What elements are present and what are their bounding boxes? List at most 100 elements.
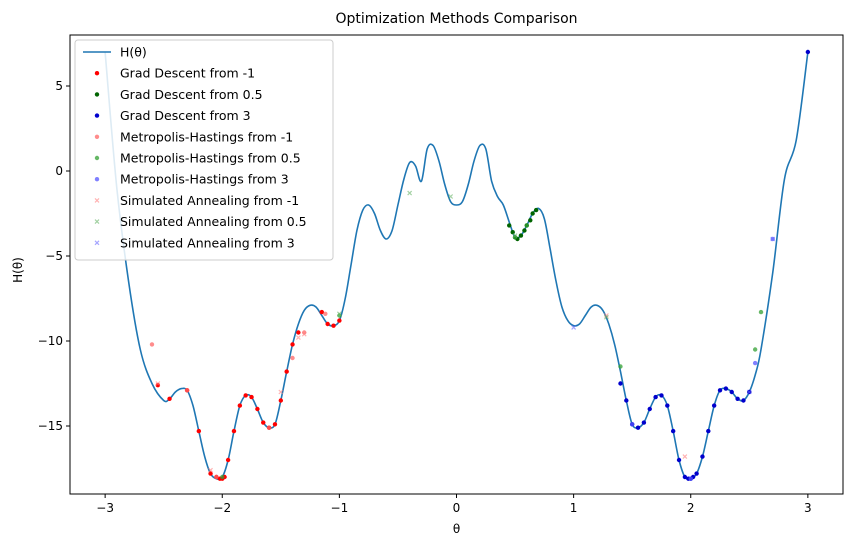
data-point [337, 318, 342, 323]
legend-label: Simulated Annealing from -1 [120, 193, 299, 208]
data-point [805, 49, 811, 55]
legend-swatch [94, 113, 100, 118]
y-tick-label: −10 [38, 334, 63, 348]
x-tick-label: −3 [96, 501, 114, 515]
data-point [507, 223, 512, 228]
x-tick-label: 0 [453, 501, 461, 515]
data-point [522, 228, 527, 233]
data-point [231, 428, 237, 434]
data-point [528, 218, 533, 223]
data-point [711, 403, 717, 408]
data-point [336, 311, 342, 317]
legend-label: H(θ) [120, 45, 147, 60]
legend-swatch [94, 155, 100, 161]
data-point [624, 398, 629, 403]
y-tick-label: 0 [55, 164, 63, 178]
data-point [746, 389, 752, 395]
data-point [249, 394, 254, 400]
y-axis: 5 0 −5 −10 −15 [38, 79, 70, 433]
data-point [295, 335, 301, 341]
x-tick-label: 2 [687, 501, 695, 515]
data-point [331, 323, 336, 328]
data-point [407, 190, 413, 196]
y-axis-label: H(θ) [11, 257, 25, 283]
data-point [676, 457, 682, 463]
x-tick-label: −1 [331, 501, 349, 515]
data-point [682, 454, 688, 460]
data-point [700, 454, 705, 459]
data-point [723, 386, 729, 391]
x-tick-label: 1 [570, 501, 578, 515]
legend-label: Grad Descent from -1 [120, 66, 255, 81]
data-point [603, 314, 609, 320]
data-point [325, 321, 330, 327]
data-point [571, 324, 577, 330]
plot-area [104, 49, 811, 481]
y-tick-label: 5 [55, 79, 63, 93]
data-point [618, 381, 623, 386]
legend-swatch [94, 240, 100, 246]
data-point [618, 364, 623, 369]
legend-swatch [94, 197, 100, 203]
data-point [284, 369, 289, 374]
data-point [243, 393, 248, 398]
y-tick-label: −15 [38, 419, 63, 433]
data-point [688, 476, 693, 481]
data-point [220, 474, 225, 480]
legend-label: Grad Descent from 3 [120, 108, 251, 123]
legend-swatch [94, 177, 100, 182]
legend-swatch [94, 219, 100, 225]
data-point [635, 425, 641, 430]
legend-swatch [94, 71, 100, 76]
x-axis-label: θ [453, 522, 460, 536]
data-point [518, 233, 524, 238]
data-point [319, 309, 325, 315]
data-point [524, 223, 529, 228]
data-point [290, 342, 295, 347]
legend-label: Simulated Annealing from 3 [120, 235, 295, 250]
data-point [706, 428, 711, 434]
series-3 [149, 311, 328, 480]
data-point [323, 311, 328, 316]
data-point [290, 355, 295, 361]
series-6 [155, 313, 688, 473]
data-point [629, 422, 635, 427]
legend: H(θ) Grad Descent from -1 Grad Descent fro… [74, 39, 334, 261]
data-point [208, 471, 213, 476]
data-point [647, 406, 652, 412]
data-point [752, 360, 758, 366]
data-point [533, 207, 539, 213]
data-point [512, 233, 518, 239]
data-point [603, 313, 609, 318]
legend-label: Grad Descent from 0.5 [120, 87, 263, 102]
legend-swatch [94, 134, 100, 139]
data-point [184, 388, 190, 393]
legend-box [74, 39, 334, 261]
x-axis: −3 −2 −1 0 1 2 3 [96, 494, 812, 515]
data-point [670, 428, 676, 434]
data-point [752, 347, 758, 352]
data-point [770, 236, 776, 242]
data-point [653, 394, 658, 400]
data-point [266, 425, 272, 430]
data-point [741, 398, 746, 403]
data-point [530, 211, 535, 216]
chart-title: Optimization Methods Comparison [335, 11, 577, 27]
data-point [214, 474, 219, 480]
data-point [196, 428, 202, 434]
data-point [659, 393, 664, 398]
data-point [278, 398, 284, 403]
y-tick-label: −5 [45, 249, 63, 263]
data-point [167, 396, 172, 401]
data-point [208, 467, 213, 473]
data-point [735, 396, 740, 401]
data-point [641, 420, 647, 425]
series-1 [507, 207, 539, 242]
data-point [694, 471, 699, 476]
data-point [665, 403, 670, 408]
data-point [296, 330, 301, 335]
series-7 [336, 190, 609, 320]
data-point [261, 420, 266, 425]
plot-frame [69, 34, 844, 495]
